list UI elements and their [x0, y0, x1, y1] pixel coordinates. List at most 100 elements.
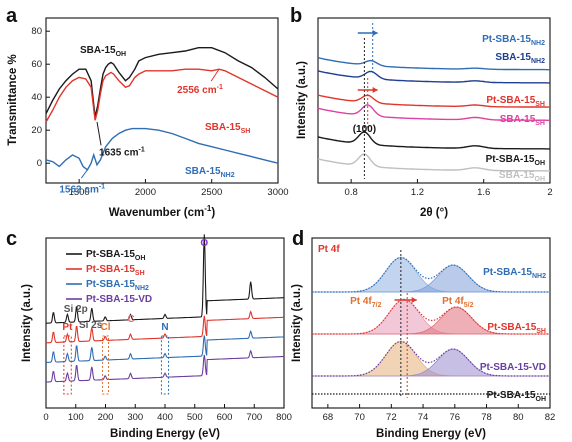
panel-a-series-SBA-15NH2 [45, 127, 279, 171]
panel-c-series-Pt-SBA-15-VD [46, 349, 284, 383]
panel-b: b 0.8 1.2 1.6 2 (100) SBA-15OH Pt-SBA-15OH SBA… [290, 5, 553, 219]
panel-b-arrow-sh-head [372, 87, 378, 93]
panel-c-peak-C: C [127, 314, 134, 325]
panel-a-ytick-label: 60 [31, 59, 42, 70]
panel-a-annot-1562: 1562 cm-1 [59, 184, 105, 196]
panel-d-ylabel: Intensity (a.u.) [291, 284, 303, 362]
panel-c-xtick-label: 200 [98, 412, 114, 423]
panel-c-xlabel: Binding Energy (eV) [110, 428, 220, 440]
panel-b-labels: (100) SBA-15OH Pt-SBA-15OH SBA-15SH Pt-SBA-1… [353, 34, 545, 183]
panel-d-xlabel: Binding Energy (eV) [376, 428, 486, 440]
panel-c-legend-Pt-SBA-15NH2: Pt-SBA-15NH2 [86, 279, 149, 292]
panel-d-peak-label-2: Pt 4f5/2 [442, 296, 474, 309]
panel-a-arrow-1635 [96, 121, 102, 146]
panel-c-legend-Pt-SBA-15OH: Pt-SBA-15OH [86, 249, 145, 262]
panel-b-series-SBA-15OH [317, 153, 550, 172]
panel-d-arrow-head [411, 297, 417, 303]
panel-b-arrow-nh2-head [372, 30, 378, 36]
panel-a-xlabel: Wavenumber (cm-1) [109, 204, 216, 219]
panel-a-ytick-label: 0 [37, 158, 42, 169]
panel-c-peak-Si-2s: Si 2s [79, 320, 103, 331]
panel-a-xtick-label: 3000 [267, 187, 288, 198]
panel-a-label-SBA-15SH: SBA-15SH [205, 122, 250, 135]
panel-d-peak-label-1: Pt 4f7/2 [350, 296, 382, 309]
panel-d-label-Pt-SBA-15-VD: Pt-SBA-15-VD [480, 362, 546, 373]
panel-c-peak-Cl: Cl [101, 322, 111, 333]
panel-a-ticks: 1500 2000 2500 3000 0 20 40 60 80 [31, 26, 288, 198]
panel-b-label-Pt-SBA-15SH: Pt-SBA-15SH [486, 95, 545, 108]
panel-a-label-SBA-15OH: SBA-15OH [80, 45, 126, 58]
panel-c-peak-N: N [161, 322, 168, 333]
panel-d-curves [312, 250, 550, 398]
panel-b-series-Pt-SBA-15OH [317, 131, 550, 150]
panel-b-series-SBA-15SH [317, 104, 550, 121]
panel-c-xtick-label: 800 [276, 412, 292, 423]
panel-b-xtick-label: 0.8 [345, 187, 358, 198]
panel-c-legend-Pt-SBA-15SH: Pt-SBA-15SH [86, 264, 145, 277]
panel-a-xtick-label: 2000 [135, 187, 156, 198]
panel-c-xtick-label: 700 [246, 412, 262, 423]
panel-a-ytick-label: 20 [31, 125, 42, 136]
panel-d-xtick-label: 76 [450, 412, 461, 423]
panel-c-xtick-label: 300 [127, 412, 143, 423]
panel-c-box-n [160, 335, 170, 395]
panel-c-ticks: 0 100 200 300 400 500 600 700 800 [43, 404, 292, 423]
panel-c-curves [46, 234, 284, 395]
panel-a-xtick-label: 1500 [69, 187, 90, 198]
panel-d-envelope-Pt-SBA-15-VD [312, 340, 550, 377]
panel-b-xlabel: 2θ (°) [420, 207, 448, 219]
panel-b-letter: b [290, 5, 302, 27]
panel-b-series-Pt-SBA-15SH [317, 94, 550, 108]
panel-d-envelope-Pt-SBA-15SH [312, 298, 550, 335]
panel-a-ytick-label: 40 [31, 92, 42, 103]
panel-d-xtick-label: 72 [386, 412, 397, 423]
panel-d-label-Pt-SBA-15SH: Pt-SBA-15SH [487, 322, 546, 335]
panel-b-series-SBA-15NH2 [317, 70, 550, 84]
panel-a-annot-2556: 2556 cm-1 [177, 84, 223, 96]
panel-b-series-Pt-SBA-15NH2 [317, 57, 550, 71]
panel-d-xtick-label: 68 [323, 412, 334, 423]
panel-a-series-SBA-15OH [45, 47, 279, 118]
panel-c-peak-Si-2p: Si 2p [64, 304, 88, 315]
panel-b-ticks: 0.8 1.2 1.6 2 [345, 179, 553, 198]
panel-c-xtick-label: 500 [187, 412, 203, 423]
panel-a-ylabel: Transmittance % [7, 54, 19, 145]
panel-b-peak-label: (100) [353, 124, 376, 135]
panel-c-series-Pt-SBA-15SH [46, 310, 284, 344]
panel-c-xtick-label: 100 [68, 412, 84, 423]
panel-c-legend-Pt-SBA-15-VD: Pt-SBA-15-VD [86, 294, 152, 305]
panel-b-label-Pt-SBA-15OH: Pt-SBA-15OH [486, 154, 545, 167]
panel-a-frame [45, 17, 279, 184]
panel-d-xtick-label: 78 [481, 412, 492, 423]
panel-a-letter: a [6, 5, 18, 27]
panel-d-letter: d [292, 228, 304, 250]
panel-a-labels: SBA-15OH SBA-15SH SBA-15NH2 1635 cm-1 1562 c… [59, 45, 250, 196]
panel-d-xtick-label: 70 [354, 412, 365, 423]
panel-c: c 0 100 200 300 400 500 600 700 800 O Si 2p Si 2s P… [6, 228, 292, 440]
panel-b-frame [317, 17, 551, 184]
panel-c-series-Pt-SBA-15NH2 [46, 329, 284, 363]
panel-d-labels: Pt 4f Pt 4f7/2 Pt 4f5/2 Pt-SBA-15OH Pt-SBA-1… [318, 244, 546, 403]
panel-c-xtick-label: 0 [43, 412, 48, 423]
panel-a-series-SBA-15SH [45, 68, 279, 123]
panel-a-annot-1635: 1635 cm-1 [99, 146, 145, 158]
panel-c-letter: c [6, 228, 17, 250]
panel-a-xtick-label: 2500 [201, 187, 222, 198]
panel-b-label-SBA-15NH2: SBA-15NH2 [495, 52, 545, 65]
panel-a-arrow-2556 [210, 68, 220, 82]
panel-d-ticks: 68 70 72 74 76 78 80 82 [323, 404, 555, 423]
panel-b-label-SBA-15SH: SBA-15SH [500, 114, 545, 127]
panel-d-envelope-Pt-SBA-15NH2 [312, 256, 550, 293]
panel-c-xtick-label: 600 [217, 412, 233, 423]
panel-c-peak-Pt: Pt [62, 322, 73, 333]
panel-b-label-Pt-SBA-15NH2: Pt-SBA-15NH2 [482, 34, 545, 47]
panel-a-label-SBA-15NH2: SBA-15NH2 [185, 166, 235, 179]
panel-b-ylabel: Intensity (a.u.) [296, 61, 308, 139]
panel-d-note: Pt 4f [318, 244, 340, 255]
panel-b-xtick-label: 2 [547, 187, 552, 198]
panel-c-series-Pt-SBA-15OH [46, 234, 284, 324]
panel-c-labels: O Si 2p Si 2s Pt Cl C N Pt-SBA-15OH Pt-SBA-15SH P… [62, 238, 208, 333]
panel-d-label-Pt-SBA-15NH2: Pt-SBA-15NH2 [483, 267, 546, 280]
panel-c-box-pt [63, 335, 72, 395]
panel-a-ytick-label: 80 [31, 26, 42, 37]
